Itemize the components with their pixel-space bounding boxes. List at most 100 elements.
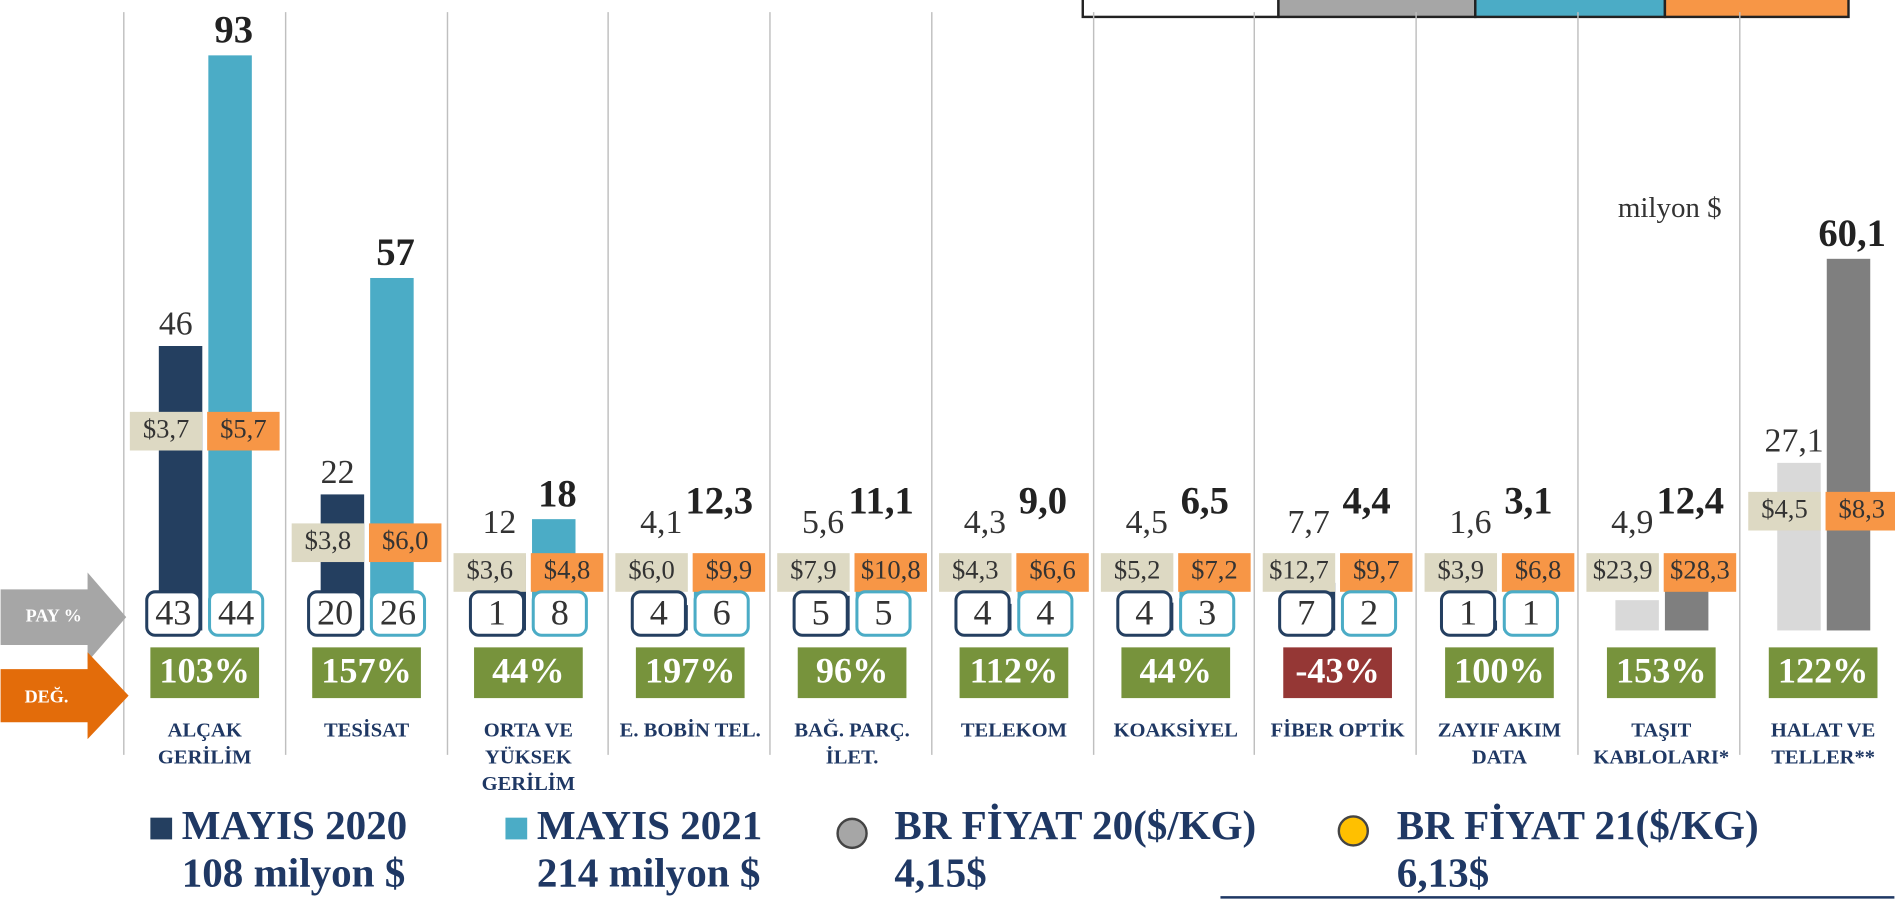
price-label: $3,9 [1438, 555, 1484, 585]
change-label: 157% [321, 650, 412, 690]
legend-marker [505, 817, 528, 840]
top-table-fragment [1081, 0, 1850, 19]
change-label: 122% [1778, 650, 1869, 690]
value-label: 6,5 [1181, 481, 1229, 523]
share-box [693, 590, 750, 637]
share-label: 1 [488, 592, 506, 632]
share-row-label: PAY % [26, 605, 82, 625]
price-box [129, 411, 203, 451]
price-label: $8,3 [1839, 493, 1885, 523]
price-label: $28,3 [1670, 555, 1730, 585]
value-label: 4,9 [1611, 504, 1653, 541]
value-label: 18 [538, 473, 577, 515]
price-label: $7,9 [790, 555, 836, 585]
share-label: 4 [1036, 592, 1054, 632]
change-box [150, 647, 260, 699]
share-box [855, 590, 912, 637]
share-box [208, 590, 265, 637]
share-label: 3 [1198, 592, 1216, 632]
price-label: $4,8 [544, 555, 590, 585]
price-box [1016, 553, 1089, 592]
legend-subtext: 4,15$ [894, 849, 986, 895]
category-area: E. BOBİN TEL. [620, 719, 761, 742]
value-label: 60,1 [1818, 213, 1886, 255]
category-area: ALÇAK GERİLİM [157, 718, 252, 769]
value-label: 12,4 [1656, 481, 1724, 523]
category-area: TELEKOM [961, 719, 1067, 742]
price-box [1663, 553, 1737, 592]
share-box [307, 590, 364, 637]
share-box [1017, 590, 1074, 637]
change-box [1445, 647, 1554, 699]
value-label: 9,0 [1019, 481, 1067, 523]
price-label: $6,6 [1029, 555, 1075, 585]
price-label: $5,7 [220, 413, 266, 443]
bar [1777, 462, 1821, 631]
change-box [959, 647, 1069, 699]
price-label: $4,5 [1761, 493, 1807, 523]
change-row-label: DEĞ. [25, 685, 69, 706]
share-arrow [0, 572, 127, 662]
share-label: 44 [218, 592, 254, 632]
share-label: 5 [874, 592, 892, 632]
price-label: $9,7 [1353, 555, 1399, 585]
price-box [939, 553, 1012, 592]
x-tick-label: KOAKSİYEL [1113, 718, 1238, 742]
change-label: 153% [1616, 650, 1707, 690]
share-label: 8 [551, 592, 569, 632]
legend-label: BR FİYAT 20($/KG) [894, 802, 1256, 848]
price-box [615, 553, 688, 592]
value-label: 12,3 [685, 481, 753, 523]
share-box [1439, 590, 1497, 637]
change-box [635, 647, 745, 699]
share-box [531, 590, 588, 637]
value-label: 4,4 [1342, 481, 1390, 523]
share-box [468, 590, 526, 637]
change-box [1606, 647, 1716, 699]
value-label: 12 [483, 504, 517, 541]
value-label: 46 [159, 305, 193, 342]
price-label: $12,7 [1269, 555, 1329, 585]
share-label: 43 [155, 592, 191, 632]
bar [1615, 600, 1659, 631]
x-tick-label: TESİSAT [323, 718, 410, 742]
price-box [692, 553, 766, 592]
price-box [1586, 553, 1659, 592]
share-label: 4 [973, 592, 991, 632]
legend-label: MAYIS 2021 [537, 802, 762, 848]
category-area: ZAYIF AKIM DATA [1438, 719, 1561, 769]
price-box [1501, 553, 1575, 592]
share-box [954, 590, 1011, 637]
category-area: HALAT VE TELLER** [1771, 719, 1875, 769]
change-label: -43% [1295, 650, 1380, 690]
share-label: 7 [1297, 592, 1315, 632]
share-label: 2 [1360, 592, 1378, 632]
change-box [797, 647, 907, 699]
value-label: 4,3 [964, 504, 1006, 541]
bar [208, 55, 252, 631]
price-box [1178, 553, 1251, 592]
price-box [1424, 553, 1498, 592]
share-label: 1 [1459, 592, 1477, 632]
price-box [207, 411, 280, 451]
price-box [777, 553, 850, 592]
price-label: $3,7 [143, 413, 189, 443]
bar [370, 277, 414, 631]
legend-marker [836, 817, 868, 850]
value-label: 4,5 [1126, 504, 1168, 541]
category-area: KOAKSİYEL [1113, 718, 1238, 742]
price-label: $6,0 [382, 525, 428, 555]
share-box [630, 590, 687, 637]
change-label: 100% [1454, 650, 1545, 690]
share-box [792, 590, 849, 637]
legend-subtext: 214 milyon $ [537, 849, 761, 895]
price-box [1748, 491, 1821, 531]
x-tick-label: BAĞ. PARÇ. İLET. [794, 718, 910, 769]
share-box [369, 590, 427, 637]
x-tick-label: ALÇAK GERİLİM [157, 718, 252, 769]
legend-marker [150, 817, 173, 840]
category-area: ORTA VE YÜKSEK GERİLİM [482, 719, 576, 795]
price-label: $3,6 [467, 555, 513, 585]
